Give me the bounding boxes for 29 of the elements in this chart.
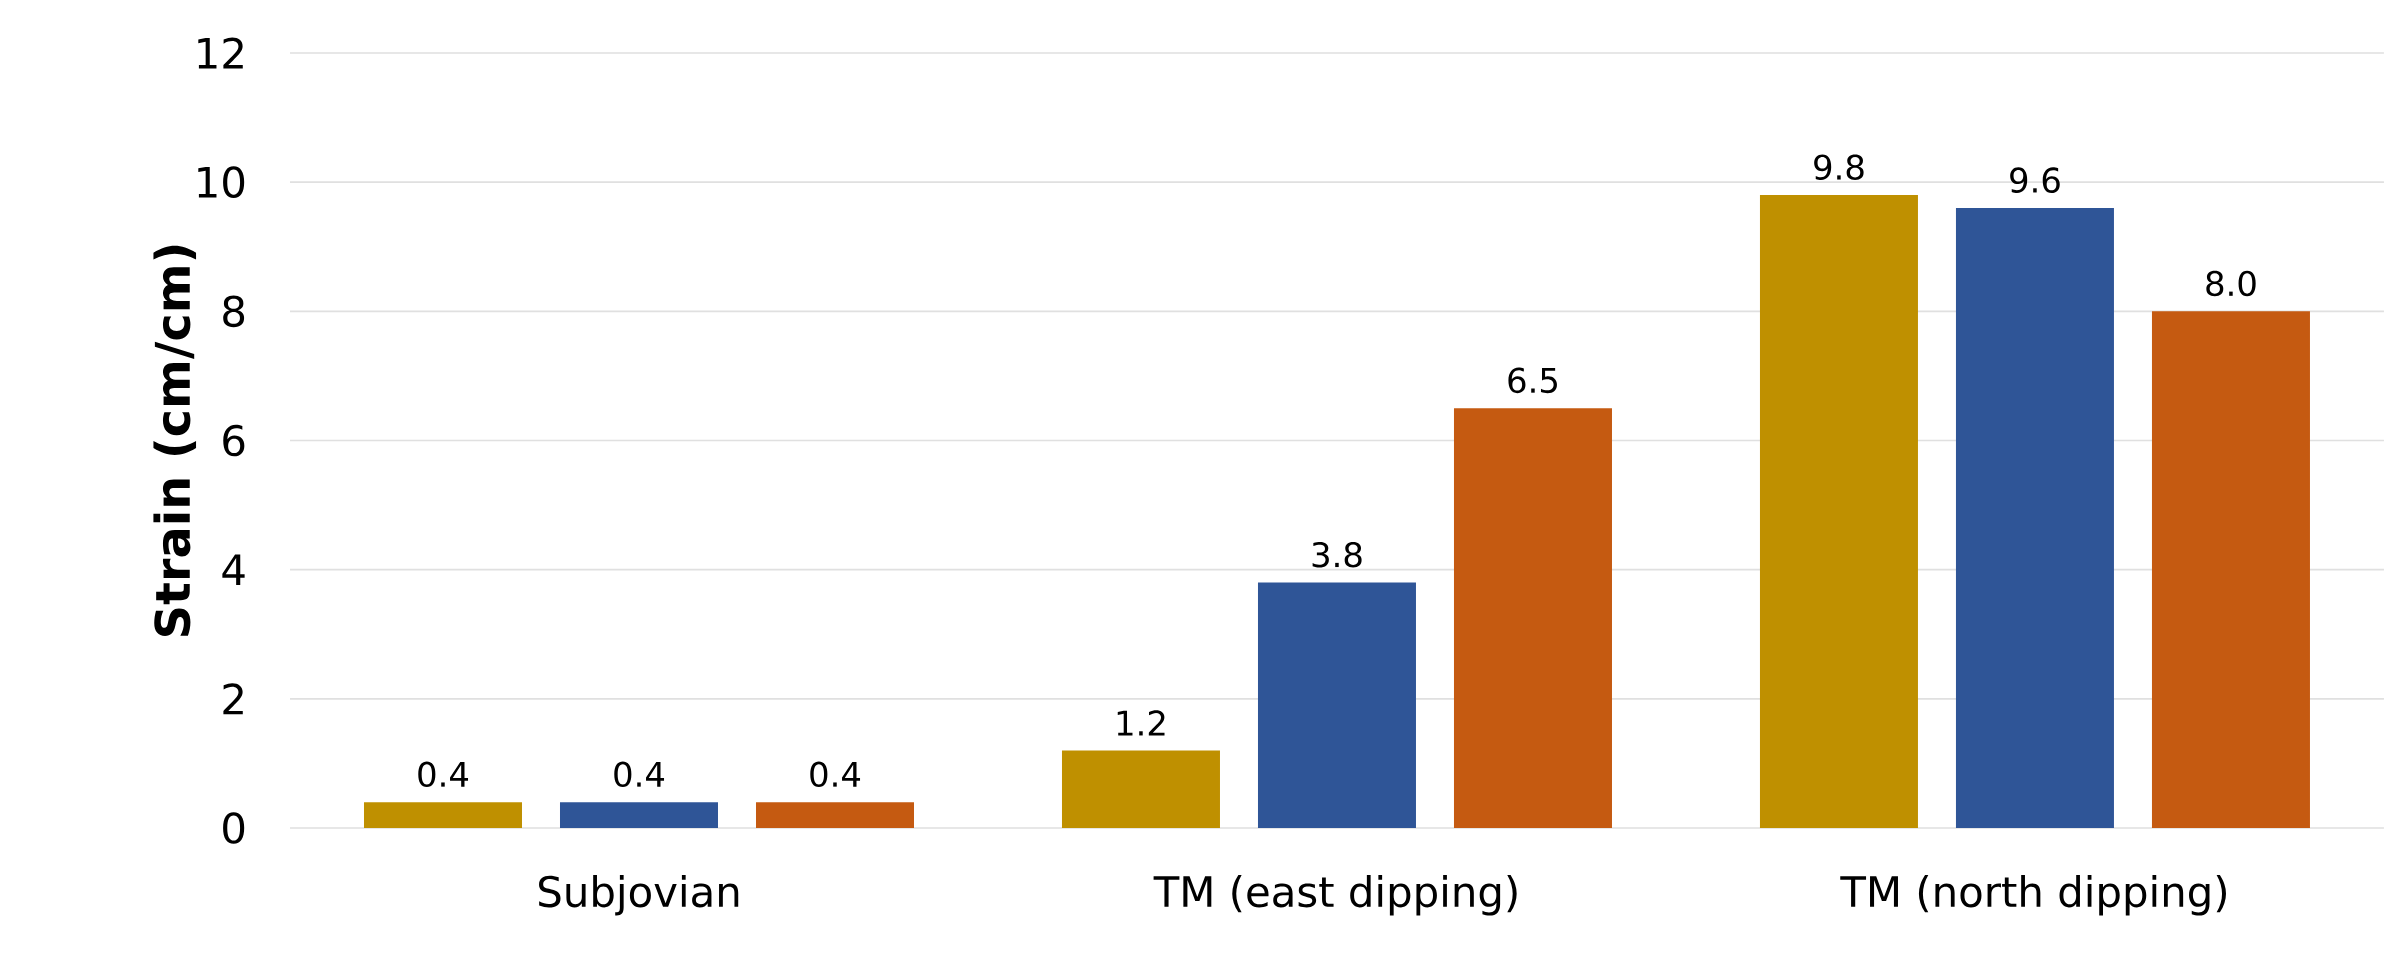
y-tick-label: 10 <box>198 166 245 198</box>
data-label: 0.4 <box>810 761 861 788</box>
y-tick-label: 4 <box>222 554 245 585</box>
bar <box>1061 750 1220 828</box>
y-tick-label: 12 <box>198 37 243 69</box>
bar <box>1453 408 1612 828</box>
y-tick-label: 6 <box>223 424 245 457</box>
x-tick-label: TM (east dipping) <box>1153 875 1517 916</box>
bar <box>1257 582 1416 828</box>
x-tick-label: TM (north dipping) <box>1840 875 2226 916</box>
bar <box>2151 311 2310 828</box>
x-tick-label: Subjovian <box>539 875 739 916</box>
data-label: 8.0 <box>2206 270 2256 297</box>
bar <box>1955 207 2114 828</box>
data-label: 9.8 <box>1814 154 1864 181</box>
y-tick-label: 0 <box>223 812 245 844</box>
y-tick-label: 2 <box>223 683 243 715</box>
data-label: 0.4 <box>614 761 665 788</box>
data-label: 6.5 <box>1508 367 1557 394</box>
data-label: 0.4 <box>418 761 469 788</box>
bar <box>559 802 718 828</box>
data-label: 9.6 <box>2010 167 2060 193</box>
bar <box>755 802 914 828</box>
data-label: 3.8 <box>1312 541 1362 568</box>
bar <box>363 802 522 828</box>
bar <box>1759 195 1918 828</box>
data-label: 1.2 <box>1117 710 1165 736</box>
y-tick-label: 8 <box>223 295 245 328</box>
y-axis-title: Strain (cm/cm) <box>153 245 197 636</box>
